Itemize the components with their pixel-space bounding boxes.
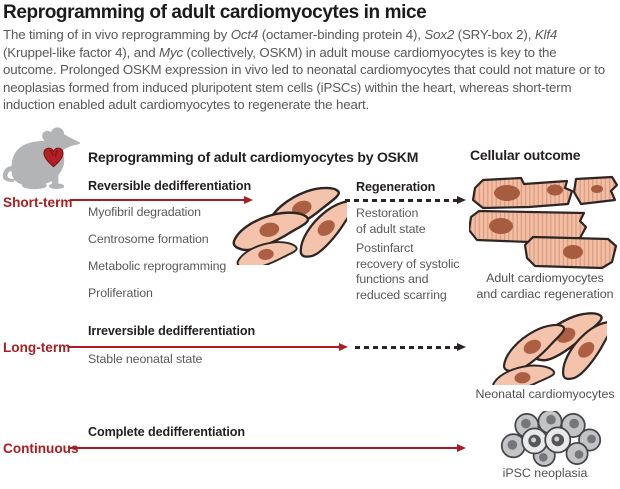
long-term-label: Long-term	[3, 340, 71, 355]
adult-cardiomyocytes-caption: Adult cardiomyocytes and cardiac regener…	[476, 271, 614, 301]
figure-title: Reprogramming of adult cardiomyocytes in…	[3, 2, 427, 23]
list-item: Stable neonatal state	[88, 352, 203, 366]
list-item: Proliferation	[88, 286, 153, 300]
neonatal-cardiomyocytes-caption: Neonatal cardiomyocytes	[475, 387, 615, 401]
regeneration-heading: Regeneration	[356, 180, 436, 194]
irreversible-dedifferentiation-heading: Irreversible dedifferentiation	[88, 324, 256, 338]
short-term-label: Short-term	[3, 195, 73, 210]
list-item: Metabolic reprogramming	[88, 259, 227, 273]
neonatal-cardiomyocytes-icon	[490, 311, 607, 385]
continuous-arrow	[70, 447, 457, 450]
complete-dedifferentiation-heading: Complete dedifferentiation	[88, 425, 245, 439]
list-item: Centrosome formation	[88, 232, 209, 246]
continuous-label: Continuous	[3, 441, 79, 456]
short-term-arrow	[70, 199, 244, 202]
dedifferentiated-cells-icon	[228, 181, 347, 265]
figure-intro: The timing of in vivo reprogramming by O…	[3, 27, 606, 113]
ipsc-neoplasia-caption: iPSC neoplasia	[502, 466, 588, 480]
regeneration-dashed-arrow	[345, 199, 457, 202]
list-item: Postinfarct recovery of systolic functio…	[356, 241, 460, 302]
list-item: Myofibril degradation	[88, 205, 201, 219]
ipsc-neoplasia-icon	[500, 411, 602, 467]
left-column-header: Reprogramming of adult cardiomyocytes by…	[88, 149, 419, 165]
list-item: Restoration of adult state	[356, 206, 426, 236]
heart-icon	[43, 147, 64, 168]
right-column-header: Cellular outcome	[470, 147, 581, 163]
reversible-dedifferentiation-heading: Reversible dedifferentiation	[88, 179, 252, 193]
long-term-dashed-arrow	[355, 346, 457, 349]
long-term-arrow	[68, 346, 339, 349]
adult-cardiomyocytes-icon	[469, 175, 619, 270]
